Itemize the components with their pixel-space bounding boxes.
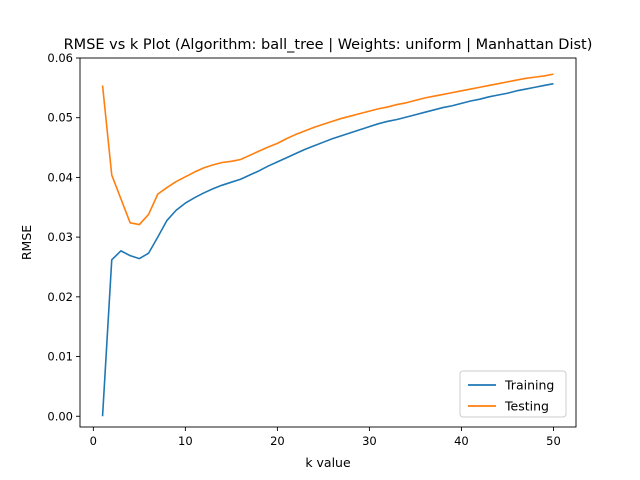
y-tick-label: 0.05 <box>47 111 73 125</box>
y-axis-label: RMSE <box>19 225 34 260</box>
series-line-testing <box>101 73 554 226</box>
x-tick-label: 50 <box>546 434 561 448</box>
y-tick-label: 0.06 <box>47 51 73 65</box>
plot-area: 0 10 20 30 40 50 0.00 0.01 0.02 0.03 0.04 0.05 0.06 T… <box>47 51 577 448</box>
legend-label-testing: Testing <box>504 399 549 414</box>
series-line-training <box>101 82 554 417</box>
y-tick-label: 0.00 <box>47 409 73 423</box>
x-tick-label: 40 <box>454 434 469 448</box>
y-tick-label: 0.04 <box>47 170 73 184</box>
axes-frame <box>79 57 577 428</box>
y-tick-label: 0.01 <box>47 350 73 364</box>
legend: Training Testing <box>459 370 567 418</box>
x-axis-label: k value <box>305 455 351 470</box>
x-tick-label: 30 <box>362 434 377 448</box>
x-tick-label: 10 <box>178 434 193 448</box>
y-tick-label: 0.03 <box>47 230 73 244</box>
legend-label-training: Training <box>504 378 554 393</box>
x-tick-label: 20 <box>270 434 285 448</box>
chart-title: RMSE vs k Plot (Algorithm: ball_tree | W… <box>64 37 593 53</box>
x-tick-label: 0 <box>90 434 97 448</box>
y-tick-label: 0.02 <box>47 290 73 304</box>
